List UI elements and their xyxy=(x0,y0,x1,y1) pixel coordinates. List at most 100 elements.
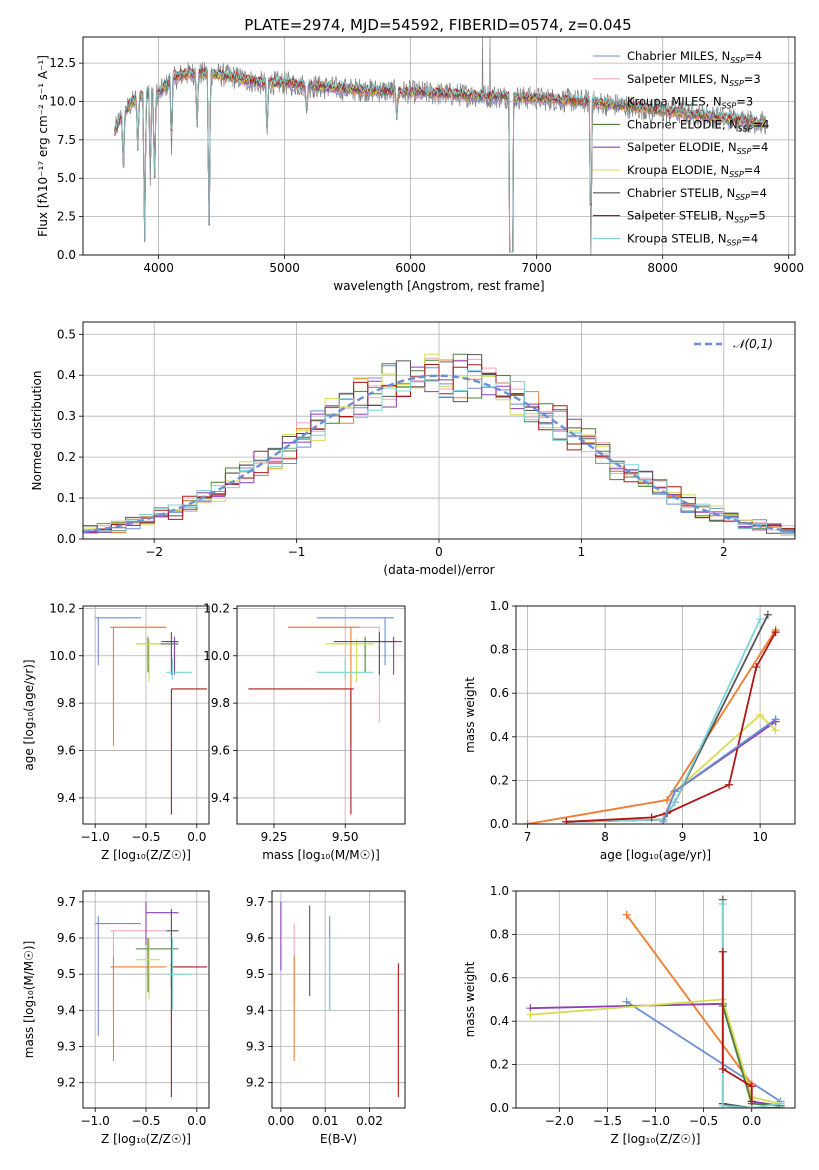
axes-massweight-vs-age: 7 8 9 10 0.0 0.2 0.4 0.6 0.8 1.0 age [log₁₀(age/yr… xyxy=(463,599,796,862)
axes-frame xyxy=(82,605,210,825)
tick-label-y: 9.3 xyxy=(57,1040,76,1054)
axis-label-x: age [log₁₀(age/yr)] xyxy=(600,848,711,862)
tick-label-y: 9.8 xyxy=(211,696,230,710)
tick-label-y: 7.5 xyxy=(57,133,76,147)
mass-weight-marker xyxy=(752,663,761,672)
legend-label: Salpeter STELIB, NSSP=5 xyxy=(627,209,766,225)
tick-label-x: −1.0 xyxy=(641,1114,670,1128)
tick-label-y: 9.8 xyxy=(57,696,76,710)
spectrum-model-line xyxy=(114,66,767,253)
mass-weight-marker xyxy=(718,900,727,909)
axis-label-y: Normed distribution xyxy=(30,371,44,491)
tick-label-x: −1 xyxy=(288,545,306,559)
spectrum-legend: Chabrier MILES, NSSP=4 Salpeter MILES, NS… xyxy=(593,49,769,247)
mass-weight-series xyxy=(721,951,753,1102)
tick-label-x: 0.0 xyxy=(187,830,206,844)
gaussian-curve xyxy=(83,374,795,533)
axes-mass-vs-Z: −1.0 −0.5 0.0 9.2 9.3 9.4 9.5 9.6 9.7 Z [log₁₀(Z/… xyxy=(22,890,210,1146)
tick-label-y: 1.0 xyxy=(490,599,509,613)
mass-weight-marker xyxy=(718,947,727,956)
plot-area-spectrum xyxy=(114,37,767,255)
tick-label-y: 9.4 xyxy=(57,791,76,805)
legend-label: Kroupa MILES, NSSP=3 xyxy=(627,95,753,111)
mass-weight-series xyxy=(566,713,777,823)
axes-frame xyxy=(236,605,406,825)
axis-label-x: Z [log₁₀(Z/Z☉)] xyxy=(611,1132,701,1146)
tick-label-y: 0.8 xyxy=(490,643,509,657)
axes-frame xyxy=(82,321,796,540)
axes-frame xyxy=(82,36,796,256)
mass-weight-marker xyxy=(718,1101,727,1108)
mass-weight-series xyxy=(625,914,753,1108)
mass-weight-marker xyxy=(756,615,765,624)
axis-label-y: Flux [fλ10⁻¹⁷ erg cm⁻² s⁻¹ A⁻¹] xyxy=(36,55,50,237)
tick-label-x: 7000 xyxy=(521,261,552,275)
tick-label-x: 0.02 xyxy=(356,1114,383,1128)
spectrum-model-line xyxy=(114,67,767,253)
tick-label-x: 7 xyxy=(524,830,532,844)
tick-label-y: 9.6 xyxy=(246,931,265,945)
tick-label-x: −2 xyxy=(145,545,163,559)
mass-weight-marker xyxy=(659,817,668,824)
tick-label-y: 0.0 xyxy=(57,248,76,262)
tick-label-y: 0.0 xyxy=(490,817,509,831)
tick-label-y: 1.0 xyxy=(490,884,509,898)
tick-label-x: 1 xyxy=(578,545,586,559)
legend-label: Chabrier STELIB, NSSP=4 xyxy=(627,186,767,202)
tick-label-x: −2.0 xyxy=(545,1114,574,1128)
tick-label-x: 0.00 xyxy=(268,1114,295,1128)
tick-label-x: 8000 xyxy=(647,261,678,275)
tick-label-y: 0.2 xyxy=(490,773,509,787)
axes-frame xyxy=(271,890,406,1109)
tick-label-y: 0.5 xyxy=(57,327,76,341)
spectrum-data-line xyxy=(114,37,767,255)
axes-frame xyxy=(515,890,796,1109)
tick-label-y: 0.1 xyxy=(57,491,76,505)
tick-label-y: 2.5 xyxy=(57,210,76,224)
mass-weight-series xyxy=(527,629,777,824)
tick-label-x: 2 xyxy=(720,545,728,559)
legend-label: Kroupa ELODIE, NSSP=4 xyxy=(627,163,761,179)
mass-weight-marker xyxy=(622,997,631,1006)
tick-label-y: 9.6 xyxy=(57,744,76,758)
tick-label-y: 0.0 xyxy=(490,1101,509,1115)
tick-label-x: 9 xyxy=(679,830,687,844)
mass-weight-marker xyxy=(776,1099,785,1108)
tick-label-y: 10.0 xyxy=(49,94,76,108)
tick-label-x: 4000 xyxy=(143,261,174,275)
legend-label: Kroupa STELIB, NSSP=4 xyxy=(627,231,758,247)
plot-area-mass-vs-Z xyxy=(95,901,207,1098)
tick-label-y: 0.8 xyxy=(490,927,509,941)
tick-label-x: 0.0 xyxy=(742,1114,761,1128)
axes-massweight-vs-Z: −2.0 −1.5 −1.0 −0.5 0.0 0.0 0.2 0.4 0.6 0.8 1.0 Z [… xyxy=(463,884,796,1146)
tick-label-y: 10.2 xyxy=(49,601,76,615)
mass-weight-marker xyxy=(562,817,571,824)
axis-label-y: age [log₁₀(age/yr)] xyxy=(22,659,36,770)
mass-weight-series xyxy=(566,618,761,823)
mass-weight-marker xyxy=(747,1082,756,1091)
axis-label-y: mass weight xyxy=(463,961,477,1037)
tick-label-y: 9.2 xyxy=(57,1076,76,1090)
axis-label-x: Z [log₁₀(Z/Z☉)] xyxy=(101,1132,191,1146)
tick-label-x: 9000 xyxy=(773,261,804,275)
mass-weight-marker xyxy=(718,1064,727,1073)
tick-label-y: 0.2 xyxy=(57,450,76,464)
mass-weight-marker xyxy=(647,813,656,822)
tick-label-y: 9.4 xyxy=(246,1003,265,1017)
mass-weight-marker xyxy=(622,910,631,919)
axis-label-x: (data-model)/error xyxy=(383,563,494,577)
axis-label-x: mass [log₁₀(M/M☉)] xyxy=(262,848,380,862)
tick-label-y: 12.5 xyxy=(49,56,76,70)
tick-label-y: 9.2 xyxy=(246,1076,265,1090)
tick-label-x: 9.25 xyxy=(261,830,288,844)
mass-weight-series xyxy=(566,614,769,823)
tick-label-x: −1.5 xyxy=(593,1114,622,1128)
tick-label-x: 0 xyxy=(435,545,443,559)
tick-label-x: 0.0 xyxy=(187,1114,206,1128)
tick-label-x: 5000 xyxy=(269,261,300,275)
mass-weight-series xyxy=(527,629,777,824)
tick-label-x: −1.0 xyxy=(81,1114,110,1128)
mass-weight-marker xyxy=(725,780,734,789)
mass-weight-marker xyxy=(747,1097,756,1106)
mass-weight-marker xyxy=(670,787,679,796)
